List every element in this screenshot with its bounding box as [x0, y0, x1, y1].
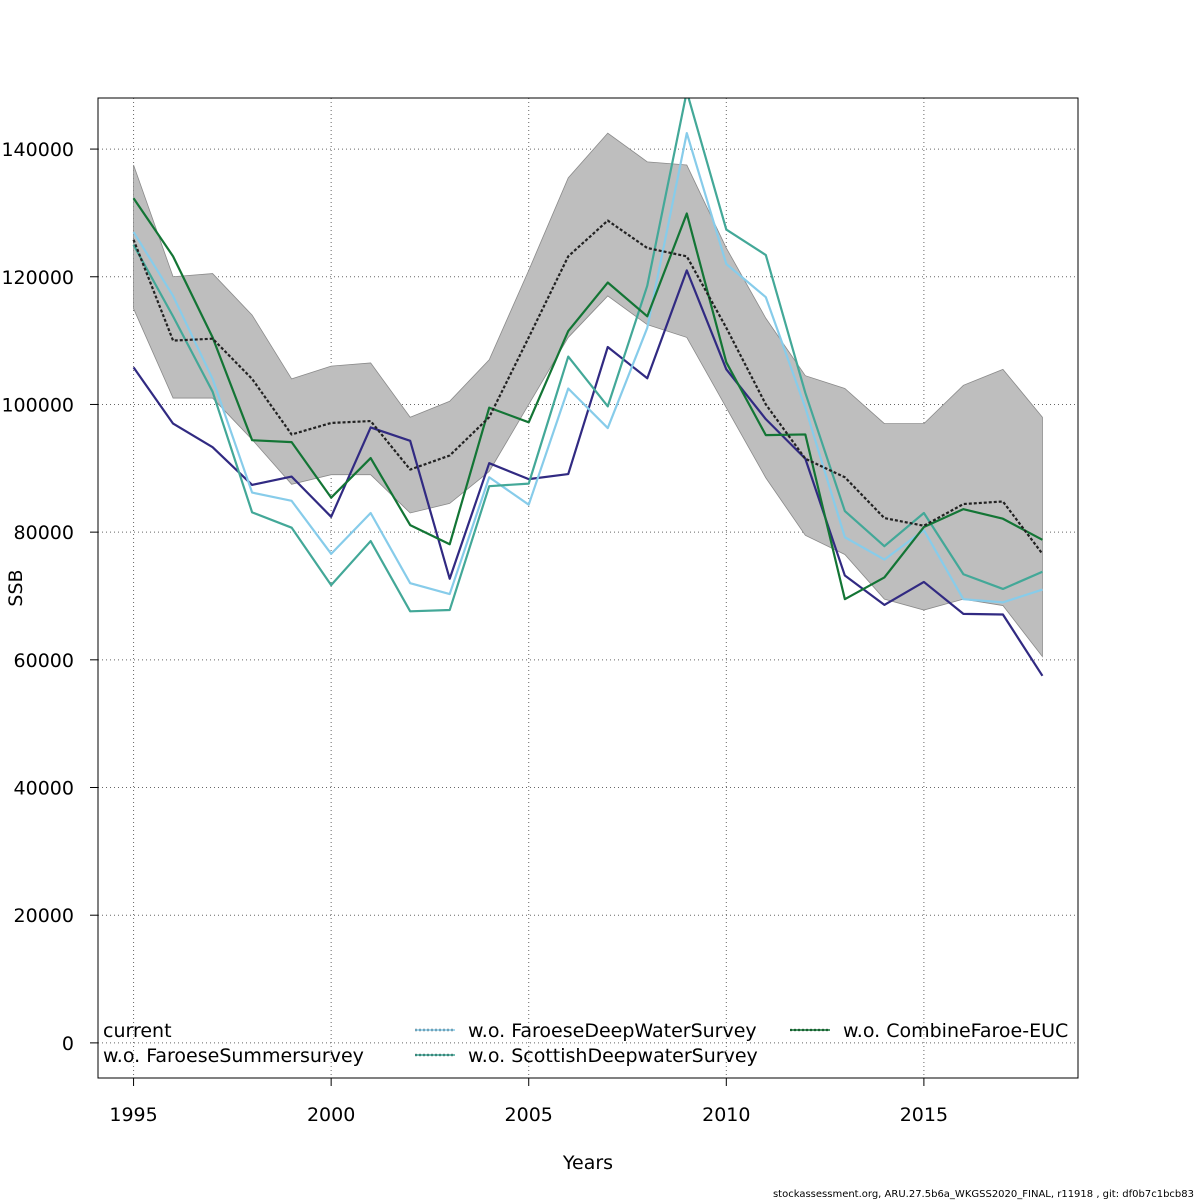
y-tick-label-7: 140000: [1, 139, 74, 161]
legend-label-3: w.o. ScottishDeepwaterSurvey: [468, 1045, 758, 1067]
legend-label-0: current: [103, 1020, 172, 1042]
legend: current w.o. FaroeseSummersurvey w.o. Faro…: [103, 1020, 1068, 1067]
x-tick-label-2: 2005: [505, 1104, 553, 1126]
series-line-1: [132, 269, 1044, 677]
series-line-4: [132, 197, 1043, 601]
y-tick-label-2: 40000: [14, 778, 74, 800]
x-tick-label-0: 1995: [109, 1104, 157, 1126]
confidence-band: [133, 132, 1043, 658]
y-tick-label-1: 20000: [14, 905, 74, 927]
series-line-3: [132, 98, 1043, 613]
confidence-band-layer: [133, 132, 1043, 658]
footer-note: stockassessment.org, ARU.27.5b6a_WKGSS20…: [773, 1189, 1194, 1200]
series-line-2: [132, 132, 1043, 604]
y-tick-label-6: 120000: [1, 267, 74, 289]
legend-label-1: w.o. FaroeseSummersurvey: [103, 1045, 364, 1067]
series-line-0: [132, 219, 1044, 555]
x-axis: 1995 2000 2005 2010 2015: [109, 1078, 948, 1126]
x-tick-label-3: 2010: [702, 1104, 750, 1126]
y-tick-label-4: 80000: [14, 522, 74, 544]
y-axis: 0 20000 40000 60000 80000 100000 120000 140000: [1, 139, 98, 1055]
x-axis-title: Years: [562, 1152, 613, 1174]
series-layer: [132, 98, 1044, 677]
legend-label-2: w.o. FaroeseDeepWaterSurvey: [468, 1020, 757, 1042]
legend-label-4: w.o. CombineFaroe-EUC: [843, 1020, 1068, 1042]
x-tick-label-1: 2000: [307, 1104, 355, 1126]
plot-frame: [97, 97, 1079, 1079]
y-tick-label-3: 60000: [14, 650, 74, 672]
x-tick-label-4: 2015: [900, 1104, 948, 1126]
y-tick-label-5: 100000: [1, 394, 74, 416]
y-axis-title: SSB: [5, 569, 27, 606]
y-tick-label-0: 0: [62, 1033, 74, 1055]
